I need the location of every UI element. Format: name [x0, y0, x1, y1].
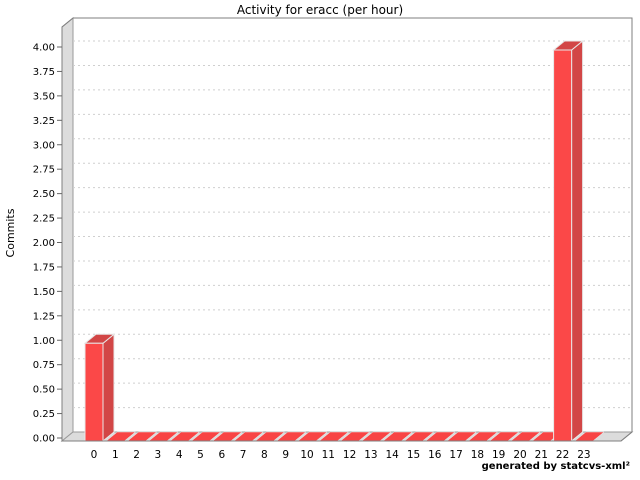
- x-tick-label: 4: [176, 449, 183, 461]
- bars: [83, 39, 605, 443]
- x-tick-label: 7: [240, 449, 247, 461]
- plot-walls: [60, 16, 634, 443]
- x-tick-label: 14: [386, 449, 400, 461]
- x-tick-label: 0: [91, 449, 98, 461]
- y-tick-label: 3.50: [33, 91, 55, 102]
- y-tick-label: 0.50: [33, 385, 55, 396]
- x-tick-label: 6: [218, 449, 225, 461]
- x-tick-label: 2: [133, 449, 140, 461]
- x-tick-label: 17: [449, 449, 462, 461]
- x-tick-label: 23: [577, 449, 590, 461]
- y-axis-title: Commits: [4, 208, 17, 257]
- y-tick-label: 3.25: [33, 116, 55, 127]
- y-tick-label: 2.25: [33, 214, 55, 225]
- plot-outline: [61, 17, 633, 442]
- y-tick-label: 0.25: [33, 409, 55, 420]
- y-tick-label: 1.75: [33, 262, 55, 273]
- y-tick-label: 0.75: [33, 360, 55, 371]
- bar: [84, 342, 104, 442]
- y-tick-label: 2.50: [33, 189, 55, 200]
- y-tick-label: 1.25: [33, 311, 55, 322]
- x-tick-label: 10: [300, 449, 313, 461]
- x-tick-label: 12: [343, 449, 356, 461]
- bar: [553, 49, 573, 442]
- y-tick-label: 3.00: [33, 140, 55, 151]
- bar-side: [102, 333, 115, 443]
- x-tick-label: 16: [428, 449, 442, 461]
- x-tick-label: 8: [261, 449, 268, 461]
- left-wall: [61, 16, 74, 443]
- y-tick-label: 2.00: [33, 238, 55, 249]
- x-tick-label: 21: [535, 449, 548, 461]
- y-tick-label: 2.75: [33, 165, 55, 176]
- x-tick-label: 1: [112, 449, 119, 461]
- x-tick-label: 5: [197, 449, 204, 461]
- chart-title: Activity for eracc (per hour): [236, 3, 404, 17]
- x-tick-label: 19: [492, 449, 505, 461]
- footer-credit: generated by statcvs-xml²: [481, 461, 630, 472]
- x-tick-label: 20: [513, 449, 526, 461]
- grid-lines: [73, 40, 632, 409]
- x-tick-label: 18: [471, 449, 484, 461]
- x-tick-label: 9: [282, 449, 289, 461]
- x-tick-label: 11: [322, 449, 335, 461]
- x-tick-label: 15: [407, 449, 420, 461]
- y-tick-label: 4.00: [33, 43, 55, 54]
- plot-border: [61, 17, 633, 442]
- x-tick-label: 22: [556, 449, 569, 461]
- x-tick-label: 3: [155, 449, 162, 461]
- y-tick-label: 1.50: [33, 287, 55, 298]
- x-tick-label: 13: [364, 449, 377, 461]
- y-tick-label: 1.00: [33, 336, 55, 347]
- axis-labels: 0.00 0.25 0.50 0.75 1.00 1.25 1.50 1.75 2.00 2.25…: [33, 43, 591, 462]
- y-tick-label: 3.75: [33, 67, 55, 78]
- bar-side: [571, 39, 584, 443]
- y-tick-label: 0.00: [33, 434, 55, 445]
